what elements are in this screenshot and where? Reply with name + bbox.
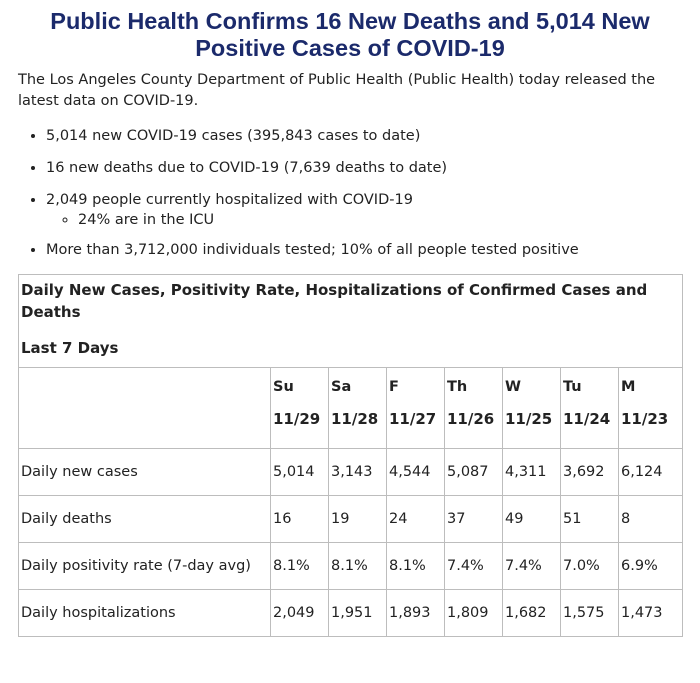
table-cell: 1,951 bbox=[328, 589, 387, 637]
header-day: Su 11/29 bbox=[270, 367, 329, 449]
table-title: Daily New Cases, Positivity Rate, Hospit… bbox=[21, 281, 648, 321]
header-day: W 11/25 bbox=[502, 367, 561, 449]
header-day: Tu 11/24 bbox=[560, 367, 619, 449]
table-row-hospitalizations: Daily hospitalizations 2,049 1,951 1,893… bbox=[18, 589, 684, 637]
table-cell: 8.1% bbox=[328, 542, 387, 590]
table-cell: 3,692 bbox=[560, 448, 619, 496]
table-cell: 1,809 bbox=[444, 589, 503, 637]
table-caption-row: Daily New Cases, Positivity Rate, Hospit… bbox=[17, 274, 684, 368]
day-abbr: W bbox=[505, 379, 521, 395]
table-cell: 8.1% bbox=[386, 542, 445, 590]
day-abbr: Sa bbox=[331, 379, 352, 395]
table-cell: 5,087 bbox=[444, 448, 503, 496]
row-label: Daily hospitalizations bbox=[18, 589, 271, 637]
list-item-tested: More than 3,712,000 individuals tested; … bbox=[46, 240, 682, 260]
table-cell: 24 bbox=[386, 495, 445, 543]
list-item-hospitalized: 2,049 people currently hospitalized with… bbox=[46, 190, 682, 230]
header-empty-cell bbox=[18, 367, 271, 449]
row-label: Daily positivity rate (7-day avg) bbox=[18, 542, 271, 590]
table-cell: 2,049 bbox=[270, 589, 329, 637]
header-day: F 11/27 bbox=[386, 367, 445, 449]
day-date: 11/23 bbox=[621, 410, 669, 428]
day-abbr: Tu bbox=[563, 379, 582, 395]
day-date: 11/26 bbox=[447, 410, 495, 428]
table-caption: Daily New Cases, Positivity Rate, Hospit… bbox=[17, 274, 684, 368]
day-date: 11/28 bbox=[331, 410, 379, 428]
list-item-deaths: 16 new deaths due to COVID-19 (7,639 dea… bbox=[46, 158, 682, 178]
table-cell: 1,893 bbox=[386, 589, 445, 637]
header-day: Th 11/26 bbox=[444, 367, 503, 449]
day-abbr: M bbox=[621, 379, 636, 395]
list-item-cases: 5,014 new COVID-19 cases (395,843 cases … bbox=[46, 126, 682, 146]
header-day: Sa 11/28 bbox=[328, 367, 387, 449]
press-release: Public Health Confirms 16 New Deaths and… bbox=[0, 0, 700, 637]
table-cell: 8 bbox=[617, 495, 684, 543]
day-date: 11/24 bbox=[563, 410, 611, 428]
table-cell: 1,473 bbox=[617, 589, 684, 637]
table-cell: 19 bbox=[328, 495, 387, 543]
row-label: Daily new cases bbox=[18, 448, 271, 496]
table-cell: 51 bbox=[560, 495, 619, 543]
table-cell: 7.4% bbox=[502, 542, 561, 590]
header-day: M 11/23 bbox=[617, 367, 684, 449]
page-title: Public Health Confirms 16 New Deaths and… bbox=[50, 8, 650, 61]
day-date: 11/29 bbox=[273, 410, 321, 428]
table-cell: 1,682 bbox=[502, 589, 561, 637]
table-cell: 7.0% bbox=[560, 542, 619, 590]
table-cell: 3,143 bbox=[328, 448, 387, 496]
table-cell: 7.4% bbox=[444, 542, 503, 590]
hospitalized-text: 2,049 people currently hospitalized with… bbox=[46, 192, 413, 208]
table-cell: 4,311 bbox=[502, 448, 561, 496]
table-subtitle: Last 7 Days bbox=[21, 339, 119, 357]
table-cell: 5,014 bbox=[270, 448, 329, 496]
table-cell: 16 bbox=[270, 495, 329, 543]
day-abbr: Th bbox=[447, 379, 468, 395]
day-abbr: F bbox=[389, 379, 399, 395]
intro-paragraph: The Los Angeles County Department of Pub… bbox=[18, 72, 656, 109]
table-header-row: Su 11/29 Sa 11/28 F 11/27 Th 11/26 W 11/25 Tu… bbox=[18, 367, 684, 449]
daily-data-table: Daily New Cases, Positivity Rate, Hospit… bbox=[17, 274, 684, 637]
day-date: 11/27 bbox=[389, 410, 437, 428]
day-abbr: Su bbox=[273, 379, 294, 395]
sub-list: 24% are in the ICU bbox=[46, 210, 682, 230]
list-item-icu: 24% are in the ICU bbox=[78, 210, 682, 230]
table-cell: 8.1% bbox=[270, 542, 329, 590]
stats-list: 5,014 new COVID-19 cases (395,843 cases … bbox=[18, 126, 682, 260]
row-label: Daily deaths bbox=[18, 495, 271, 543]
table-cell: 1,575 bbox=[560, 589, 619, 637]
table-cell: 6.9% bbox=[617, 542, 684, 590]
day-date: 11/25 bbox=[505, 410, 553, 428]
table-row-positivity: Daily positivity rate (7-day avg) 8.1% 8… bbox=[18, 542, 684, 590]
table-row-deaths: Daily deaths 16 19 24 37 49 51 8 bbox=[18, 495, 684, 543]
table-cell: 6,124 bbox=[617, 448, 684, 496]
table-cell: 37 bbox=[444, 495, 503, 543]
table-cell: 4,544 bbox=[386, 448, 445, 496]
table-row-new-cases: Daily new cases 5,014 3,143 4,544 5,087 … bbox=[18, 448, 684, 496]
table-cell: 49 bbox=[502, 495, 561, 543]
